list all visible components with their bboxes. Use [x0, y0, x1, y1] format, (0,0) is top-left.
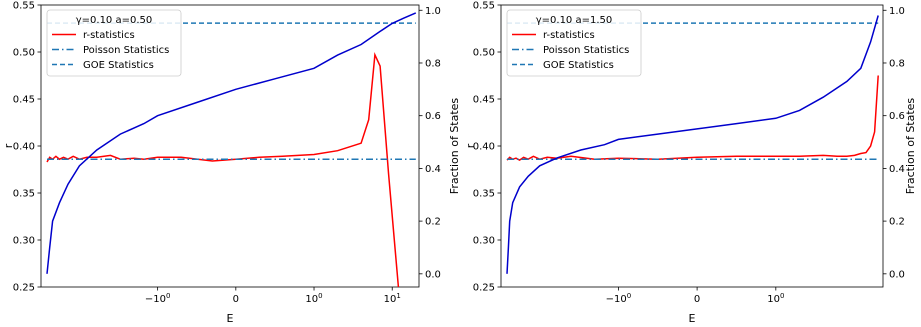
series-line-r-statistics: [46, 51, 400, 287]
y2-tick-label: 1.0: [889, 6, 905, 17]
y2-tick-label: 0.2: [889, 217, 905, 228]
y-tick-label: 0.25: [473, 283, 495, 294]
legend-title: γ=0.10 a=0.50: [76, 15, 153, 26]
y2-tick-label: 0.8: [425, 58, 441, 69]
legend-label: r-statistics: [83, 30, 135, 41]
legend: γ=0.10 a=0.50 r-statistics Poisson Statist…: [46, 9, 182, 77]
legend-label: GOE Statistics: [543, 60, 614, 71]
y-axis-label: r: [464, 143, 477, 148]
y2-axis-label: Fraction of States: [904, 98, 917, 195]
y-tick-label: 0.55: [473, 1, 495, 12]
y-tick-label: 0.30: [473, 236, 495, 247]
legend: γ=0.10 a=1.50 r-statistics Poisson Statist…: [506, 9, 642, 77]
y-tick-label: 0.55: [13, 1, 35, 12]
legend-title: γ=0.10 a=1.50: [536, 15, 613, 26]
y2-axis-ticks: 0.0 0.2 0.4 0.6 0.8 1.0: [419, 6, 441, 280]
chart-panel-left: 0.250.300.350.400.450.500.55 0.00.20.40.…: [2, 1, 461, 326]
legend-label: Poisson Statistics: [83, 45, 169, 56]
y2-tick-label: 0.6: [425, 111, 441, 122]
y2-tick-label: 0.4: [889, 164, 905, 175]
y2-tick-label: 0.6: [889, 111, 905, 122]
x-tick-label: 0: [694, 294, 700, 305]
x-tick-label: −100: [145, 292, 171, 305]
x-axis-label: E: [689, 312, 696, 325]
series-line-fraction-of-states: [46, 12, 417, 274]
y2-tick-label: 0.2: [425, 217, 441, 228]
y-tick-label: 0.50: [473, 48, 495, 59]
y2-tick-label: 0.0: [889, 269, 905, 280]
y-axis-ticks: 0.25 0.30 0.35 0.40 0.45 0.50 0.55: [473, 1, 501, 294]
y-tick-label: 0.45: [13, 95, 35, 106]
series-group: [506, 15, 879, 274]
y-axis-ticks: 0.25 0.30 0.35 0.40 0.45 0.50 0.55: [13, 1, 41, 294]
y2-tick-label: 0.4: [425, 164, 441, 175]
legend-box: [506, 9, 642, 77]
x-axis-ticks: −100 0 100 101: [145, 287, 401, 305]
y2-axis-ticks: 0.0 0.2 0.4 0.6 0.8 1.0: [883, 6, 905, 280]
legend-label: Poisson Statistics: [543, 45, 629, 56]
x-tick-label: −100: [606, 292, 632, 305]
y2-tick-label: 0.0: [425, 269, 441, 280]
y2-tick-label: 1.0: [425, 6, 441, 17]
y-tick-label: 0.40: [473, 142, 495, 153]
chart-panel-right: 0.250.300.350.400.450.500.55 0.00.20.40.…: [464, 1, 917, 326]
y-tick-label: 0.50: [13, 48, 35, 59]
y-tick-label: 0.30: [13, 236, 35, 247]
x-axis-label: E: [227, 312, 234, 325]
legend-box: [46, 9, 182, 77]
legend-label: GOE Statistics: [83, 60, 154, 71]
x-tick-label: 101: [384, 292, 401, 305]
y-axis-label: r: [2, 143, 15, 148]
y-tick-label: 0.35: [473, 189, 495, 200]
legend-label: r-statistics: [543, 30, 595, 41]
x-tick-label: 0: [233, 294, 239, 305]
y2-tick-label: 0.8: [889, 58, 905, 69]
x-tick-label: 100: [767, 292, 784, 305]
y-tick-label: 0.25: [13, 283, 35, 294]
x-axis-ticks: −100 0 100: [606, 287, 784, 305]
y2-axis-label: Fraction of States: [448, 98, 461, 195]
x-tick-label: 100: [305, 292, 322, 305]
y-tick-label: 0.40: [13, 142, 35, 153]
y-tick-label: 0.35: [13, 189, 35, 200]
y-tick-label: 0.45: [473, 95, 495, 106]
series-line-fraction-of-states: [506, 15, 879, 274]
series-group: [46, 12, 417, 287]
